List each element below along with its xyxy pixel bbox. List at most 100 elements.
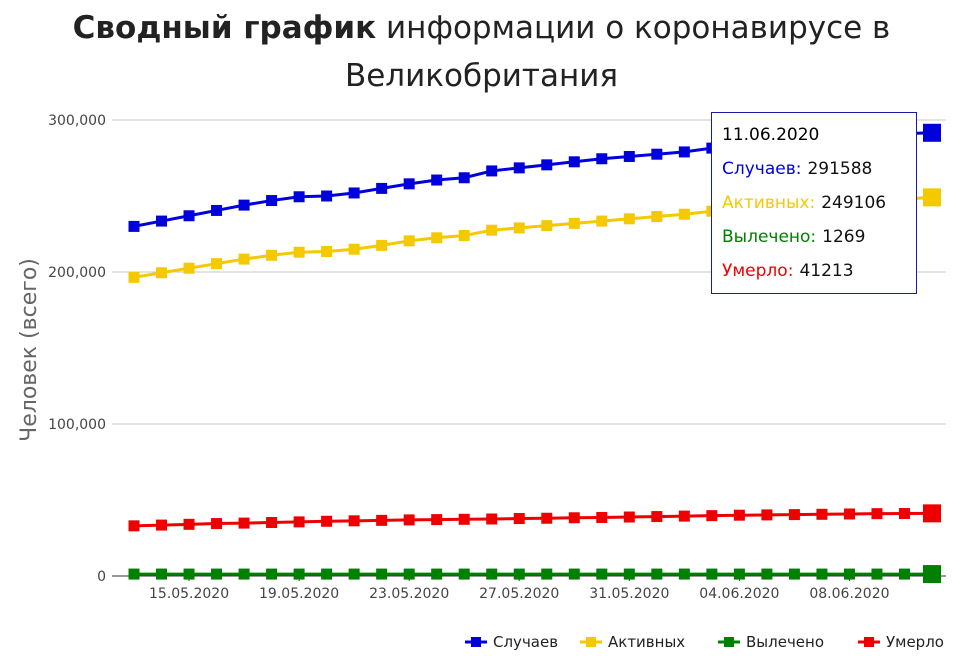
data-point (541, 220, 553, 232)
data-point (541, 512, 553, 524)
x-tick-label: 31.05.2020 (589, 586, 669, 602)
series-2 (128, 565, 941, 584)
series-3 (128, 504, 941, 532)
tooltip-row-deaths: Умерло: 41213 (722, 261, 854, 281)
data-point (348, 568, 360, 580)
data-point (266, 568, 278, 580)
data-point (266, 249, 278, 261)
data-point (513, 162, 525, 174)
x-axis-ticks: 15.05.2020 19.05.2020 23.05.2020 27.05.2020… (149, 576, 890, 602)
data-point (706, 568, 718, 580)
data-point (788, 509, 800, 521)
data-point (128, 520, 140, 532)
data-point (513, 513, 525, 525)
data-point (321, 245, 333, 257)
data-point (321, 190, 333, 202)
data-point (376, 514, 388, 526)
data-point (651, 211, 663, 223)
data-point (156, 215, 168, 227)
data-point (403, 514, 415, 526)
legend-swatch-marker (724, 637, 734, 647)
title-bold: Сводный график (72, 10, 377, 46)
data-point (678, 510, 690, 522)
legend-swatch-marker (471, 637, 481, 647)
data-point (898, 568, 910, 580)
data-point (348, 187, 360, 199)
data-point (376, 239, 388, 251)
data-point (238, 568, 250, 580)
data-point (816, 568, 828, 580)
data-point (293, 246, 305, 258)
data-point (321, 515, 333, 527)
data-point (678, 208, 690, 220)
data-point (843, 568, 855, 580)
data-point (183, 262, 195, 274)
legend-swatch-marker (864, 637, 874, 647)
data-point (678, 146, 690, 158)
legend-item[interactable]: Случаев (465, 633, 558, 651)
data-point (568, 217, 580, 229)
data-point (238, 253, 250, 265)
data-point (403, 178, 415, 190)
x-tick-label: 19.05.2020 (259, 586, 339, 602)
data-point (816, 508, 828, 520)
data-point (376, 182, 388, 194)
y-tick-label: 200,000 (48, 265, 106, 281)
tooltip-value-active: 249106 (821, 193, 887, 213)
data-point (348, 243, 360, 255)
legend-item[interactable]: Вылечено (718, 633, 824, 651)
title-line-1: Сводный график информации о коронавирусе… (0, 4, 963, 52)
data-point (568, 512, 580, 524)
data-point (128, 568, 140, 580)
data-point (211, 258, 223, 270)
data-point (513, 568, 525, 580)
tooltip-row-active: Активных: 249106 (722, 193, 886, 213)
data-point (376, 568, 388, 580)
data-point (596, 568, 608, 580)
data-point (458, 568, 470, 580)
data-point (923, 565, 941, 584)
legend-label: Случаев (493, 633, 558, 651)
series-lines (128, 123, 941, 584)
data-point (568, 156, 580, 168)
chart-title: Сводный график информации о коронавирусе… (0, 4, 963, 100)
y-tick-label: 300,000 (48, 113, 106, 129)
y-axis-label: Человек (всего) (17, 258, 42, 442)
legend[interactable]: Случаев Активных Вылечено Умерло (465, 633, 944, 651)
data-point (923, 123, 941, 142)
tooltip-label-deaths: Умерло: (722, 261, 794, 281)
data-point (541, 568, 553, 580)
data-point (871, 508, 883, 520)
legend-label: Вылечено (746, 633, 824, 651)
data-point (923, 188, 941, 207)
data-point (678, 568, 690, 580)
legend-item[interactable]: Умерло (858, 633, 944, 651)
legend-item[interactable]: Активных (580, 633, 685, 651)
data-point (293, 516, 305, 528)
tooltip: 11.06.2020 Случаев: 291588 Активных: 24910… (711, 112, 917, 294)
data-point (541, 159, 553, 171)
data-point (458, 513, 470, 525)
data-point (923, 504, 941, 523)
data-point (761, 509, 773, 521)
data-point (266, 516, 278, 528)
data-point (211, 568, 223, 580)
data-point (431, 514, 443, 526)
y-tick-label: 100,000 (48, 417, 106, 433)
data-point (238, 517, 250, 529)
data-point (431, 174, 443, 186)
data-point (651, 148, 663, 160)
data-point (843, 508, 855, 520)
tooltip-label-cases: Случаев: (722, 159, 802, 179)
data-point (183, 210, 195, 222)
data-point (651, 511, 663, 523)
data-point (458, 230, 470, 242)
data-point (156, 519, 168, 531)
tooltip-row-cases: Случаев: 291588 (722, 159, 872, 179)
data-point (211, 518, 223, 530)
legend-swatch-marker (586, 637, 596, 647)
tooltip-value-recovered: 1269 (822, 227, 866, 247)
data-point (596, 511, 608, 523)
data-point (513, 222, 525, 234)
